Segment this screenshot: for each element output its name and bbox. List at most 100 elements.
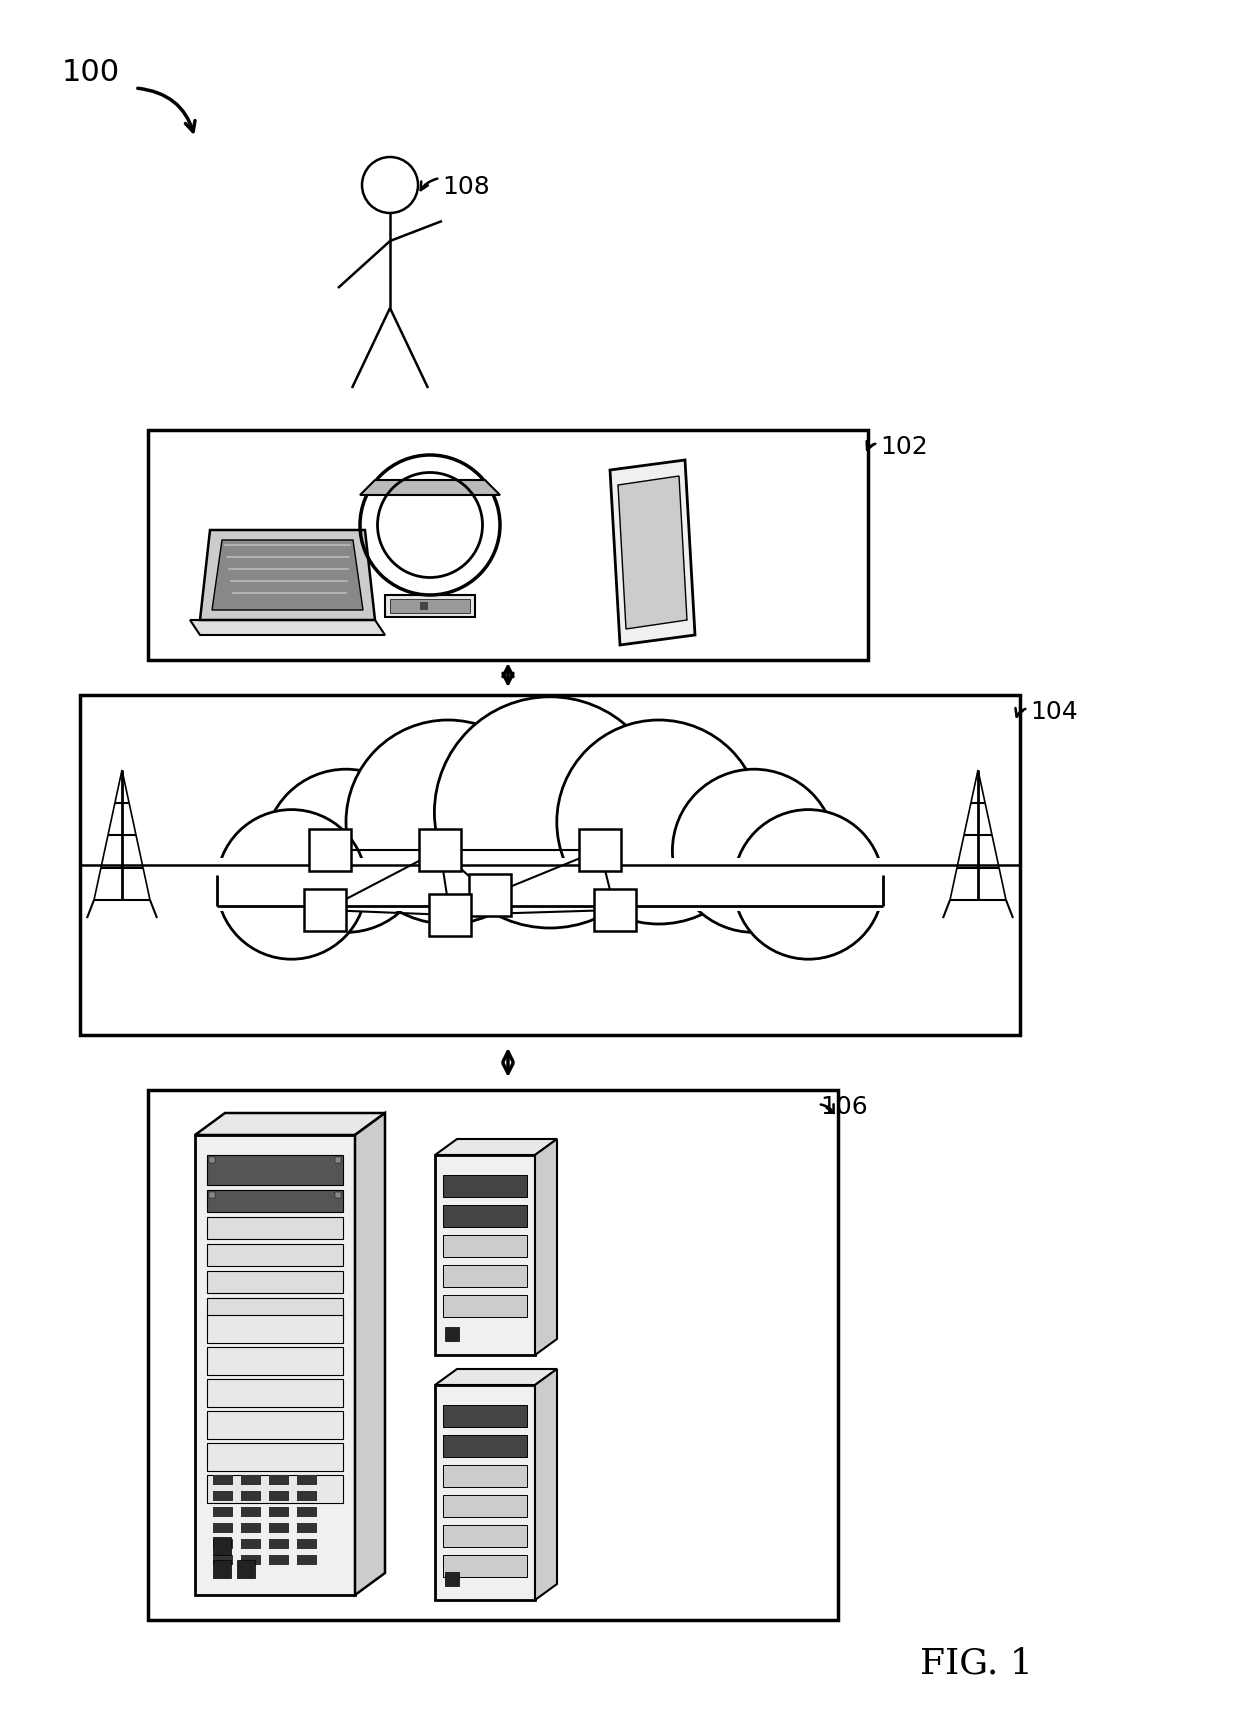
Bar [329,628,342,633]
Bar [443,1266,527,1286]
Bar [288,622,303,626]
Bar [228,628,242,633]
Bar [210,1157,215,1164]
Polygon shape [534,1369,557,1599]
Polygon shape [534,1139,557,1356]
Bar [241,1508,260,1516]
Bar [269,1554,289,1565]
Bar [295,602,305,614]
Bar [309,828,351,871]
Polygon shape [435,1139,557,1155]
Bar [81,695,1021,1036]
Bar [213,1490,233,1501]
Bar [241,1490,260,1501]
Bar [207,1347,343,1375]
Bar [335,1157,341,1164]
Bar [237,1560,255,1579]
Bar [594,889,636,930]
Text: 102: 102 [880,436,928,458]
Bar [435,1385,534,1599]
Circle shape [346,719,551,923]
Bar [207,1271,343,1293]
Bar [210,858,890,911]
Bar [335,1191,341,1198]
Bar [445,1326,459,1342]
Bar [298,1523,317,1534]
Polygon shape [355,1113,384,1594]
Bar [445,1572,459,1585]
Bar [207,1411,343,1439]
Bar [195,1134,355,1594]
Bar [443,1406,527,1426]
Bar [213,1539,233,1549]
Bar [443,1554,527,1577]
Bar [419,828,461,871]
Polygon shape [190,621,384,635]
Polygon shape [200,531,374,621]
Bar [443,1496,527,1516]
Bar [308,622,322,626]
Bar [298,1475,317,1485]
Bar [443,1205,527,1228]
Bar [207,1190,343,1212]
Bar [207,1298,343,1319]
Bar [469,873,511,916]
Bar [213,1475,233,1485]
Bar [208,622,222,626]
Bar [213,1560,231,1579]
Bar [443,1235,527,1257]
Bar [298,1490,317,1501]
Bar [207,1155,343,1184]
Circle shape [734,809,883,960]
Bar [208,628,222,633]
Text: 108: 108 [441,175,490,199]
Bar [248,628,262,633]
FancyArrowPatch shape [1016,709,1025,718]
Bar [241,1523,260,1534]
Bar [268,628,281,633]
Polygon shape [610,460,694,645]
Bar [228,622,242,626]
Bar [213,1537,231,1554]
Bar [269,1490,289,1501]
Bar [288,628,303,633]
Bar [269,1523,289,1534]
Bar [213,1508,233,1516]
Bar [443,1435,527,1458]
Text: 104: 104 [1030,700,1078,724]
Bar [210,1191,215,1198]
Bar [298,1508,317,1516]
Bar [420,602,428,610]
Bar [348,628,362,633]
Bar [207,1217,343,1240]
Bar [443,1176,527,1196]
Bar [269,1475,289,1485]
FancyArrowPatch shape [821,1105,833,1113]
Bar [304,889,346,930]
Circle shape [434,697,666,928]
Bar [241,1539,260,1549]
Text: 106: 106 [820,1094,868,1119]
Bar [298,1539,317,1549]
Bar [213,1523,233,1534]
Bar [207,1444,343,1471]
Polygon shape [360,481,500,494]
Bar [248,622,262,626]
Circle shape [557,719,761,923]
Bar [429,894,471,935]
Polygon shape [195,1113,384,1134]
Bar [269,1539,289,1549]
Bar [207,1316,343,1343]
FancyArrowPatch shape [420,178,438,190]
Bar [384,595,475,617]
Bar [391,598,470,614]
Bar [443,1295,527,1317]
Bar [207,1475,343,1503]
Bar [207,595,337,610]
Bar [329,622,342,626]
FancyArrowPatch shape [867,441,875,450]
Text: 100: 100 [62,59,120,86]
Polygon shape [618,475,687,629]
Bar [231,591,286,617]
Bar [241,1475,260,1485]
